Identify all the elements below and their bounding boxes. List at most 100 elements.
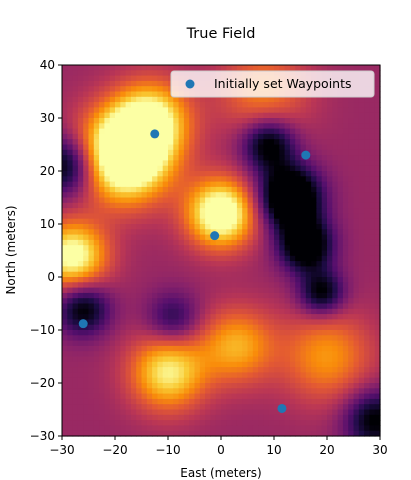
heatmap-cell [168, 298, 174, 304]
heatmap-cell [189, 383, 195, 389]
heatmap-cell [348, 139, 354, 145]
heatmap-cell [269, 404, 275, 410]
heatmap-cell [200, 266, 206, 272]
heatmap-cell [62, 335, 68, 341]
heatmap-cell [226, 155, 232, 161]
heatmap-cell [157, 346, 163, 352]
heatmap-cell [253, 245, 259, 251]
heatmap-cell [179, 219, 185, 225]
heatmap-cell [316, 388, 322, 394]
heatmap-cell [67, 86, 73, 92]
heatmap-cell [285, 208, 291, 214]
heatmap-cell [253, 266, 259, 272]
heatmap-cell [348, 420, 354, 426]
heatmap-cell [142, 213, 148, 219]
heatmap-cell [258, 282, 264, 288]
heatmap-cell [311, 325, 317, 331]
heatmap-cell [99, 182, 105, 188]
heatmap-cell [306, 251, 312, 257]
heatmap-cell [73, 123, 79, 129]
heatmap-cell [142, 150, 148, 156]
heatmap-cell [131, 102, 137, 108]
heatmap-cell [104, 86, 110, 92]
heatmap-cell [285, 171, 291, 177]
heatmap-cell [179, 362, 185, 368]
heatmap-cell [354, 415, 360, 421]
heatmap-cell [157, 362, 163, 368]
heatmap-cell [332, 129, 338, 135]
heatmap-cell [348, 425, 354, 431]
heatmap-cell [189, 123, 195, 129]
heatmap-cell [104, 335, 110, 341]
heatmap-cell [67, 335, 73, 341]
heatmap-cell [311, 224, 317, 230]
heatmap-cell [338, 224, 344, 230]
heatmap-cell [195, 224, 201, 230]
heatmap-cell [232, 357, 238, 363]
heatmap-cell [364, 245, 370, 251]
heatmap-cell [237, 155, 243, 161]
heatmap-cell [332, 319, 338, 325]
heatmap-cell [110, 325, 116, 331]
heatmap-cell [237, 351, 243, 357]
heatmap-cell [290, 420, 296, 426]
heatmap-cell [343, 383, 349, 389]
heatmap-cell [62, 404, 68, 410]
heatmap-cell [290, 341, 296, 347]
heatmap-cell [301, 187, 307, 193]
heatmap-cell [364, 192, 370, 198]
heatmap-cell [253, 129, 259, 135]
heatmap-cell [62, 70, 68, 76]
heatmap-cell [205, 309, 211, 315]
heatmap-cell [359, 367, 365, 373]
heatmap-cell [120, 256, 126, 262]
heatmap-cell [221, 319, 227, 325]
heatmap-cell [295, 346, 301, 352]
heatmap-cell [147, 357, 153, 363]
heatmap-cell [359, 420, 365, 426]
heatmap-cell [205, 415, 211, 421]
heatmap-cell [195, 346, 201, 352]
heatmap-cell [120, 277, 126, 283]
heatmap-cell [348, 118, 354, 124]
heatmap-cell [89, 319, 95, 325]
heatmap-cell [115, 118, 121, 124]
heatmap-cell [348, 404, 354, 410]
heatmap-cell [142, 166, 148, 172]
heatmap-cell [83, 272, 89, 278]
heatmap-cell [364, 213, 370, 219]
heatmap-cell [327, 309, 333, 315]
heatmap-cell [295, 335, 301, 341]
heatmap-cell [348, 145, 354, 151]
heatmap-cell [348, 341, 354, 347]
heatmap-cell [242, 203, 248, 209]
heatmap-cell [359, 266, 365, 272]
heatmap-cell [110, 171, 116, 177]
heatmap-cell [83, 192, 89, 198]
heatmap-cell [258, 415, 264, 421]
heatmap-cell [301, 378, 307, 384]
heatmap-cell [73, 256, 79, 262]
heatmap-cell [210, 335, 216, 341]
heatmap-cell [184, 219, 190, 225]
heatmap-cell [104, 118, 110, 124]
heatmap-cell [232, 314, 238, 320]
heatmap-cell [364, 198, 370, 204]
heatmap-cell [205, 134, 211, 140]
heatmap-cell [163, 282, 169, 288]
heatmap-cell [232, 425, 238, 431]
heatmap-cell [147, 266, 153, 272]
heatmap-cell [94, 346, 100, 352]
heatmap-cell [306, 102, 312, 108]
heatmap-cell [195, 372, 201, 378]
heatmap-cell [126, 203, 132, 209]
heatmap-cell [226, 420, 232, 426]
heatmap-cell [279, 118, 285, 124]
heatmap-cell [83, 81, 89, 87]
heatmap-cell [67, 192, 73, 198]
heatmap-cell [147, 150, 153, 156]
heatmap-cell [99, 176, 105, 182]
heatmap-cell [343, 319, 349, 325]
heatmap-cell [295, 166, 301, 172]
heatmap-cell [369, 97, 375, 103]
